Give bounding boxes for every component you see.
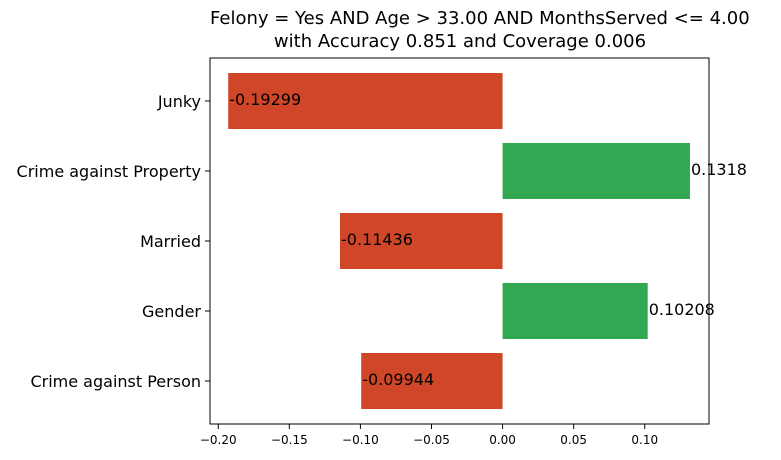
data-label-4: -0.09944 (362, 370, 434, 389)
bar-3 (503, 283, 648, 339)
data-label-0: -0.19299 (229, 90, 301, 109)
y-tick-label-0: Junky (157, 92, 201, 111)
y-tick-label-1: Crime against Property (17, 162, 201, 181)
y-tick-label-3: Gender (142, 302, 201, 321)
bars-group (228, 73, 690, 409)
x-tick-label-1: −0.15 (271, 433, 308, 447)
bar-1 (503, 143, 690, 199)
y-tick-label-4: Crime against Person (30, 372, 201, 391)
data-label-1: 0.1318 (691, 160, 747, 179)
x-ticks: −0.20 −0.15 −0.10 −0.05 0.00 0.05 0.10 (200, 424, 658, 447)
x-tick-label-4: 0.00 (489, 433, 516, 447)
x-tick-label-0: −0.20 (200, 433, 237, 447)
y-tick-labels: Junky Crime against Property Married Gender… (17, 92, 210, 391)
y-tick-label-2: Married (140, 232, 201, 251)
x-tick-label-3: −0.05 (413, 433, 450, 447)
x-tick-label-5: 0.05 (560, 433, 587, 447)
x-tick-label-2: −0.10 (342, 433, 379, 447)
x-tick-label-6: 0.10 (631, 433, 658, 447)
data-label-2: -0.11436 (341, 230, 413, 249)
data-label-3: 0.10208 (649, 300, 715, 319)
